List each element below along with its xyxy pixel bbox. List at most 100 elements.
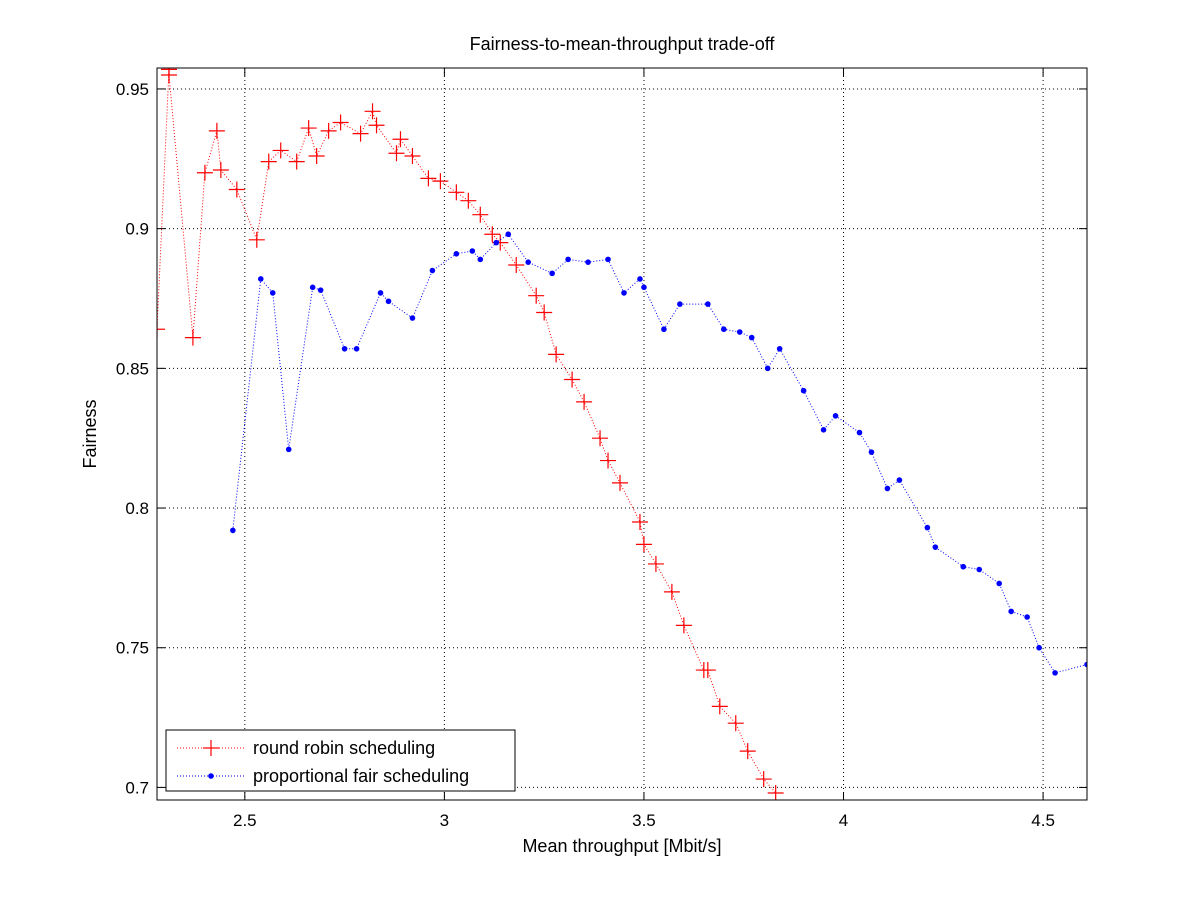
data-point bbox=[432, 173, 449, 190]
data-point bbox=[385, 298, 392, 305]
data-point bbox=[832, 413, 839, 419]
tick-marks bbox=[157, 68, 1087, 800]
chart-title: Fairness-to-mean-throughput trade-off bbox=[470, 34, 776, 54]
y-tick-label: 0.9 bbox=[125, 220, 149, 239]
data-point bbox=[612, 474, 629, 491]
plot-area bbox=[157, 68, 1087, 800]
series-1 bbox=[157, 68, 784, 800]
data-point bbox=[1052, 670, 1058, 676]
data-point bbox=[484, 226, 501, 243]
legend: round robin scheduling proportional fair … bbox=[165, 729, 516, 792]
data-point bbox=[736, 329, 743, 335]
x-tick-label: 4 bbox=[839, 811, 848, 830]
data-point bbox=[960, 563, 967, 570]
data-point bbox=[755, 771, 772, 788]
data-point bbox=[300, 120, 317, 137]
data-point bbox=[1084, 661, 1087, 668]
data-point bbox=[1024, 614, 1030, 620]
legend-label: proportional fair scheduling bbox=[253, 766, 469, 786]
data-point bbox=[448, 184, 465, 201]
data-point bbox=[764, 365, 771, 372]
data-point bbox=[257, 276, 264, 282]
data-point bbox=[1036, 644, 1042, 651]
data-point bbox=[727, 715, 744, 732]
data-point bbox=[317, 287, 324, 293]
data-point bbox=[820, 427, 827, 433]
data-point bbox=[260, 153, 277, 170]
data-point bbox=[404, 148, 421, 165]
data-point bbox=[308, 148, 325, 165]
x-axis-title: Mean throughput [Mbit/s] bbox=[522, 836, 721, 856]
data-point bbox=[269, 290, 276, 296]
data-point bbox=[460, 192, 477, 209]
data-point bbox=[932, 544, 939, 550]
data-point bbox=[720, 326, 727, 333]
data-point bbox=[924, 524, 931, 531]
data-point bbox=[548, 346, 565, 363]
data-point bbox=[392, 131, 409, 148]
data-point bbox=[739, 743, 756, 760]
data-point bbox=[160, 68, 177, 83]
data-point bbox=[705, 301, 711, 307]
data-point bbox=[420, 170, 437, 187]
data-point bbox=[157, 321, 165, 338]
y-tick-label: 0.95 bbox=[116, 80, 149, 99]
y-tick-label: 0.7 bbox=[125, 778, 149, 797]
data-point bbox=[525, 259, 532, 265]
data-point bbox=[409, 315, 416, 321]
data-point bbox=[285, 446, 292, 453]
legend-box bbox=[165, 729, 516, 792]
y-tick-label: 0.75 bbox=[116, 639, 149, 658]
data-point bbox=[429, 267, 436, 274]
data-point bbox=[536, 304, 553, 321]
data-point bbox=[341, 345, 348, 352]
data-point bbox=[856, 429, 863, 436]
data-point bbox=[635, 536, 652, 553]
x-tick-label: 2.5 bbox=[233, 811, 257, 830]
data-point bbox=[477, 256, 484, 263]
legend-entry: proportional fair scheduling bbox=[177, 766, 469, 786]
data-point bbox=[353, 345, 360, 352]
data-point bbox=[699, 662, 716, 679]
y-tick-label: 0.8 bbox=[125, 499, 149, 518]
data-point bbox=[332, 114, 349, 131]
data-point bbox=[675, 617, 692, 634]
data-point bbox=[661, 326, 667, 333]
data-point bbox=[996, 580, 1002, 587]
data-point bbox=[472, 206, 489, 223]
data-point bbox=[663, 583, 680, 600]
data-point bbox=[600, 452, 617, 469]
data-point bbox=[364, 103, 381, 120]
data-point bbox=[564, 371, 581, 388]
data-point bbox=[1008, 608, 1014, 615]
data-point bbox=[212, 161, 229, 178]
x-tick-label: 3 bbox=[440, 811, 449, 830]
data-point bbox=[884, 485, 891, 492]
data-point bbox=[288, 153, 305, 170]
data-point bbox=[320, 122, 337, 139]
data-point bbox=[767, 785, 784, 800]
tick-labels: 2.5 3 3.5 4 4.5 0.7 0.75 0.8 0.85 0.9 0.95 bbox=[116, 80, 1055, 830]
data-point bbox=[896, 477, 903, 483]
data-point bbox=[776, 345, 783, 352]
y-tick-label: 0.85 bbox=[116, 359, 149, 378]
data-point bbox=[184, 329, 201, 346]
data-point bbox=[641, 284, 647, 291]
data-point bbox=[565, 256, 571, 263]
legend-marker bbox=[208, 773, 214, 779]
data-point bbox=[508, 256, 525, 273]
x-tick-label: 4.5 bbox=[1031, 811, 1055, 830]
legend-label: round robin scheduling bbox=[253, 738, 435, 758]
legend-marker bbox=[203, 740, 219, 756]
data-point bbox=[585, 259, 591, 265]
data-point bbox=[352, 125, 369, 142]
data-point bbox=[631, 514, 648, 531]
series-layer bbox=[157, 68, 1087, 800]
data-point bbox=[800, 387, 807, 394]
plot-frame bbox=[156, 67, 1088, 801]
data-point bbox=[976, 566, 983, 573]
data-point bbox=[576, 393, 593, 410]
data-point bbox=[748, 334, 755, 341]
data-point bbox=[605, 256, 611, 263]
